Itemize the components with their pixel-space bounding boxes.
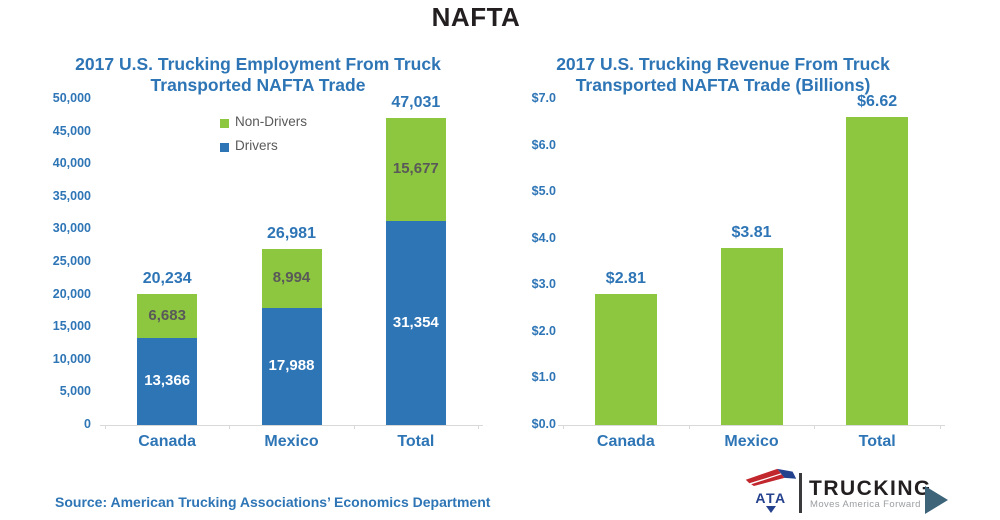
revenue-chart-title-line1: 2017 U.S. Trucking Revenue From Truck: [556, 54, 890, 74]
page-title: NAFTA: [431, 2, 521, 32]
bar-total-label: 20,234: [142, 270, 192, 288]
legend-swatch: [220, 119, 229, 128]
bar-value-label: $6.62: [857, 92, 898, 110]
y-tick-label: 45,000: [52, 123, 91, 138]
employment-chart-title: 2017 U.S. Trucking Employment From Truck…: [58, 54, 458, 96]
x-category-label: Canada: [596, 433, 655, 450]
bar-value-label: $2.81: [605, 270, 646, 288]
x-category-label: Mexico: [264, 433, 319, 450]
bar: [720, 247, 783, 425]
x-axis-tick: [229, 425, 231, 429]
bar-segment-non-drivers: [385, 118, 446, 221]
bar-segment-label: 8,994: [272, 269, 311, 287]
y-tick-label: 15,000: [52, 319, 91, 334]
source-note: Source: American Trucking Associations’ …: [55, 494, 491, 510]
x-axis-tick: [105, 425, 106, 429]
y-tick-label: 25,000: [52, 254, 91, 268]
bar-value-label: $3.81: [731, 223, 772, 241]
ata-wordmark: ATA: [755, 490, 787, 506]
bar-segment-label: 15,677: [392, 160, 439, 178]
y-tick-label: $4.0: [531, 230, 556, 245]
ata-triangle-icon: [766, 506, 776, 513]
bar-segment-label: 6,683: [148, 307, 186, 325]
revenue-chart-title: 2017 U.S. Trucking Revenue From Truck Tr…: [523, 54, 923, 96]
y-tick-label: $3.0: [531, 277, 556, 292]
bar: [846, 116, 909, 425]
logo-arrow-icon: [925, 486, 948, 514]
bar-segment-non-drivers: [137, 294, 198, 338]
legend-label: Drivers: [235, 138, 278, 153]
bar-segment-drivers: [137, 337, 198, 425]
bar-segment-label: 31,354: [392, 313, 439, 331]
y-tick-label: 10,000: [52, 351, 91, 366]
y-tick-label: $0.0: [531, 417, 556, 431]
x-axis-tick: [814, 425, 816, 429]
bar-segment-label: 17,988: [268, 357, 315, 375]
y-tick-label: $5.0: [531, 184, 556, 199]
x-category-label: Total: [858, 433, 896, 450]
logo-tagline: Moves America Forward: [810, 499, 921, 510]
bar: [594, 294, 657, 425]
y-tick-label: $2.0: [531, 323, 556, 338]
x-axis-tick: [688, 425, 690, 429]
y-tick-label: 30,000: [52, 221, 91, 236]
bar-segment-label: 13,366: [144, 372, 191, 390]
bar-segment-drivers: [261, 307, 322, 425]
x-axis-line: [558, 425, 945, 426]
x-category-label: Canada: [138, 433, 197, 450]
employment-chart-title-line1: 2017 U.S. Trucking Employment From Truck: [75, 54, 441, 74]
legend-swatch: [220, 143, 229, 152]
y-tick-label: 5,000: [59, 384, 91, 399]
y-tick-label: 0: [84, 417, 91, 431]
x-axis-tick: [563, 425, 564, 429]
y-tick-label: 35,000: [52, 188, 91, 203]
ata-flag-icon: [745, 468, 797, 486]
y-tick-label: 20,000: [52, 286, 91, 301]
trucking-wordmark: TRUCKING: [809, 477, 932, 500]
x-axis-line: [100, 425, 483, 426]
x-axis-tick: [353, 425, 355, 429]
ata-trucking-logo: ATA TRUCKING Moves America Forward: [740, 466, 970, 518]
y-tick-label: $6.0: [531, 137, 556, 152]
y-tick-label: $7.0: [531, 91, 556, 105]
x-axis-tick: [478, 425, 479, 429]
x-category-label: Total: [397, 433, 435, 450]
bar-segment-drivers: [385, 220, 446, 425]
legend-label: Non-Drivers: [235, 114, 308, 129]
x-category-label: Mexico: [724, 433, 779, 450]
y-tick-label: $1.0: [531, 370, 556, 385]
y-tick-label: 40,000: [52, 156, 91, 171]
x-axis-tick: [940, 425, 941, 429]
bar-segment-non-drivers: [261, 249, 322, 308]
logo-divider: [799, 473, 802, 513]
ata-emblem: ATA: [742, 468, 800, 516]
revenue-chart-title-line2: Transported NAFTA Trade (Billions): [575, 75, 871, 95]
y-tick-label: 50,000: [52, 91, 91, 105]
employment-chart-title-line2: Transported NAFTA Trade: [150, 75, 366, 95]
bar-total-label: 26,981: [267, 225, 316, 243]
bar-total-label: 47,031: [391, 94, 441, 112]
